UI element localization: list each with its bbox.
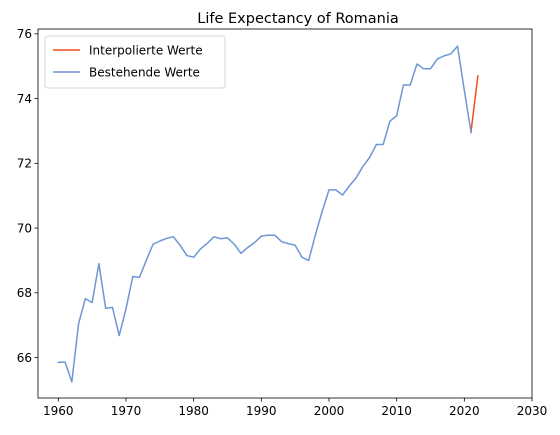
x-tick-label: 2000 xyxy=(314,404,345,418)
legend: Interpolierte Werte Bestehende Werte xyxy=(44,35,226,89)
legend-label-1: Bestehende Werte xyxy=(89,65,200,79)
x-tick-label: 1990 xyxy=(246,404,277,418)
y-tick-label: 70 xyxy=(17,221,32,235)
y-tick-label: 68 xyxy=(17,286,32,300)
series-line-1 xyxy=(57,45,472,383)
legend-box xyxy=(44,35,226,89)
x-tick-label: 1980 xyxy=(178,404,209,418)
x-tick-label: 1960 xyxy=(43,404,74,418)
series-line-0 xyxy=(470,75,479,132)
x-tick-label: 2020 xyxy=(449,404,480,418)
chart-title: Life Expectancy of Romania xyxy=(197,11,399,27)
x-tick-label: 2010 xyxy=(381,404,412,418)
y-tick-label: 66 xyxy=(17,351,32,365)
y-tick-label: 74 xyxy=(17,92,32,106)
plot-content xyxy=(57,45,479,383)
y-tick-label: 76 xyxy=(17,27,32,41)
legend-label-0: Interpolierte Werte xyxy=(89,43,203,57)
x-tick-label: 1970 xyxy=(111,404,142,418)
x-tick-label: 2030 xyxy=(517,404,548,418)
plot-frame xyxy=(37,28,533,399)
axes: 1960 1970 1980 1990 2000 2010 2020 2030 66 68 70 72… xyxy=(17,27,548,418)
y-tick-label: 72 xyxy=(17,157,32,171)
